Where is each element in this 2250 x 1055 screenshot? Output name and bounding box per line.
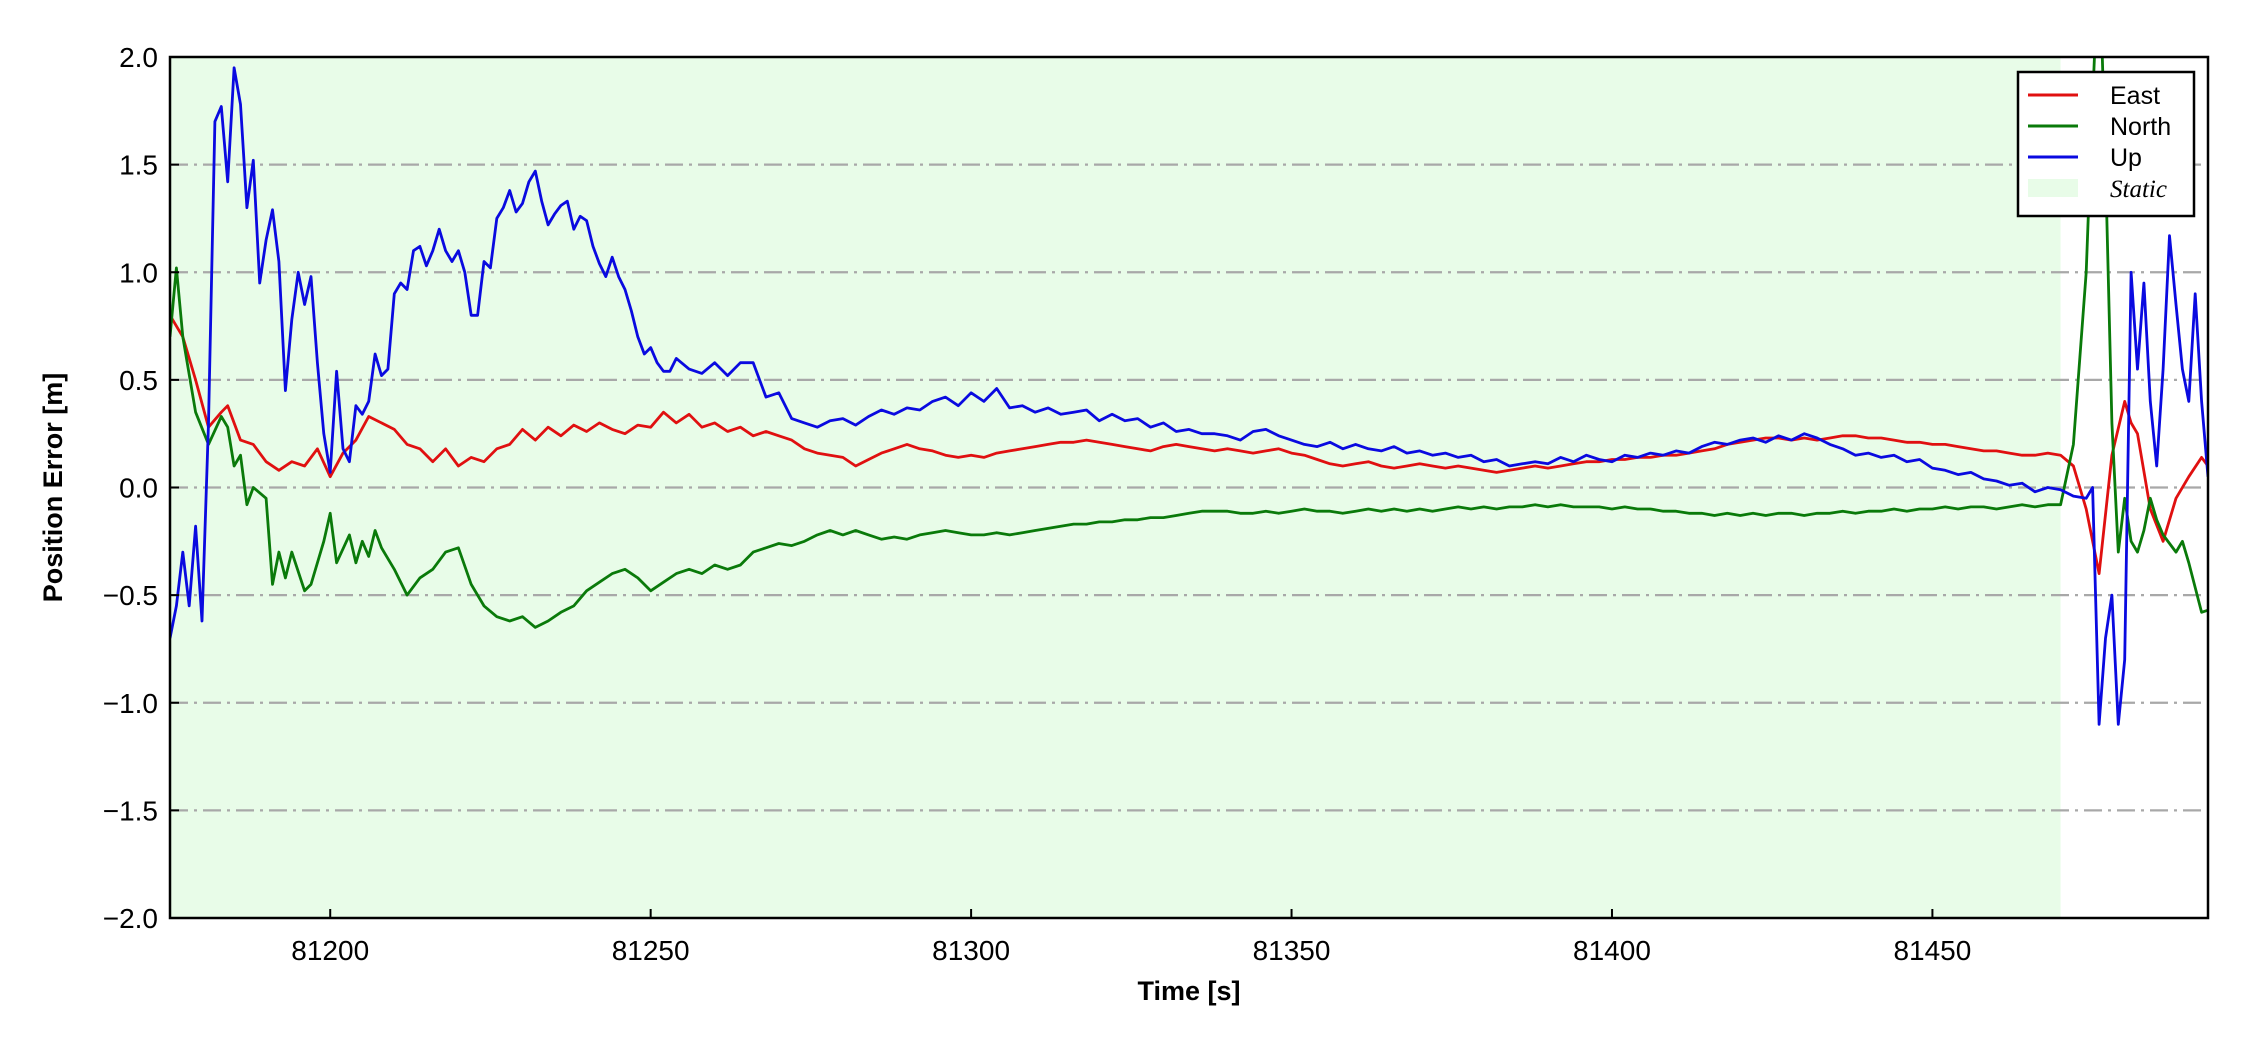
y-axis-label: Position Error [m] bbox=[38, 373, 68, 603]
series-line-north bbox=[170, 57, 2208, 629]
x-tick-label: 81250 bbox=[612, 935, 690, 966]
y-tick-label: 1.0 bbox=[119, 257, 158, 288]
x-tick-label: 81300 bbox=[932, 935, 1010, 966]
series-layer bbox=[170, 57, 2208, 726]
y-tick-label: −2.0 bbox=[103, 903, 158, 934]
x-tick-label: 81450 bbox=[1893, 935, 1971, 966]
series-line-east bbox=[170, 314, 2208, 575]
y-tick-label: −1.0 bbox=[103, 688, 158, 719]
grid-layer bbox=[170, 163, 2208, 812]
legend-swatch-static bbox=[2028, 179, 2078, 197]
x-tick-label: 81350 bbox=[1253, 935, 1331, 966]
tick-layer: 81200 81250 81300 81350 81400 81450 2.0 1.5 1.0 0… bbox=[103, 42, 1972, 966]
y-tick-label: 0.0 bbox=[119, 473, 158, 504]
static-region bbox=[170, 57, 2061, 918]
legend-label-static: Static bbox=[2110, 176, 2167, 203]
legend-label-north: North bbox=[2110, 113, 2171, 141]
y-tick-label: 2.0 bbox=[119, 42, 158, 73]
y-tick-label: 1.5 bbox=[119, 150, 158, 181]
x-tick-label: 81400 bbox=[1573, 935, 1651, 966]
x-tick-label: 81200 bbox=[291, 935, 369, 966]
y-tick-label: −0.5 bbox=[103, 580, 158, 611]
x-axis-label: Time [s] bbox=[1137, 976, 1240, 1006]
legend-label-east: East bbox=[2110, 82, 2160, 110]
y-tick-label: 0.5 bbox=[119, 365, 158, 396]
y-tick-label: −1.5 bbox=[103, 795, 158, 826]
legend: East North Up Static bbox=[2016, 70, 2196, 218]
series-line-up bbox=[170, 66, 2208, 726]
legend-label-up: Up bbox=[2110, 144, 2142, 172]
